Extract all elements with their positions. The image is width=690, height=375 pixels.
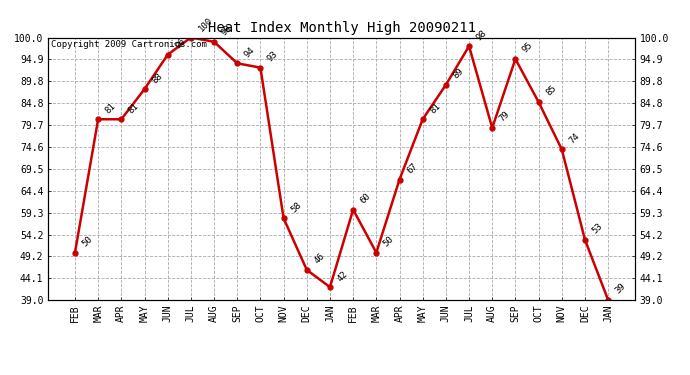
- Text: 81: 81: [104, 101, 118, 115]
- Text: 60: 60: [359, 192, 373, 206]
- Text: 93: 93: [266, 50, 280, 63]
- Text: 88: 88: [150, 71, 164, 85]
- Text: 74: 74: [567, 131, 581, 145]
- Text: 50: 50: [81, 234, 95, 249]
- Text: 100: 100: [197, 16, 214, 33]
- Text: Copyright 2009 Cartronics.com: Copyright 2009 Cartronics.com: [51, 40, 207, 49]
- Text: 81: 81: [127, 101, 141, 115]
- Text: 50: 50: [382, 234, 396, 249]
- Text: 89: 89: [451, 67, 465, 81]
- Text: 99: 99: [219, 24, 234, 38]
- Text: 96: 96: [173, 37, 187, 51]
- Text: 95: 95: [521, 41, 535, 55]
- Text: 94: 94: [243, 45, 257, 59]
- Text: 98: 98: [475, 28, 489, 42]
- Text: 42: 42: [335, 269, 349, 283]
- Text: 58: 58: [289, 200, 303, 214]
- Text: 79: 79: [497, 110, 512, 124]
- Text: 85: 85: [544, 84, 558, 98]
- Text: 53: 53: [591, 222, 604, 236]
- Text: 46: 46: [313, 252, 326, 266]
- Text: 81: 81: [428, 101, 442, 115]
- Text: 67: 67: [405, 161, 419, 176]
- Title: Heat Index Monthly High 20090211: Heat Index Monthly High 20090211: [208, 21, 475, 35]
- Text: 39: 39: [613, 282, 628, 296]
